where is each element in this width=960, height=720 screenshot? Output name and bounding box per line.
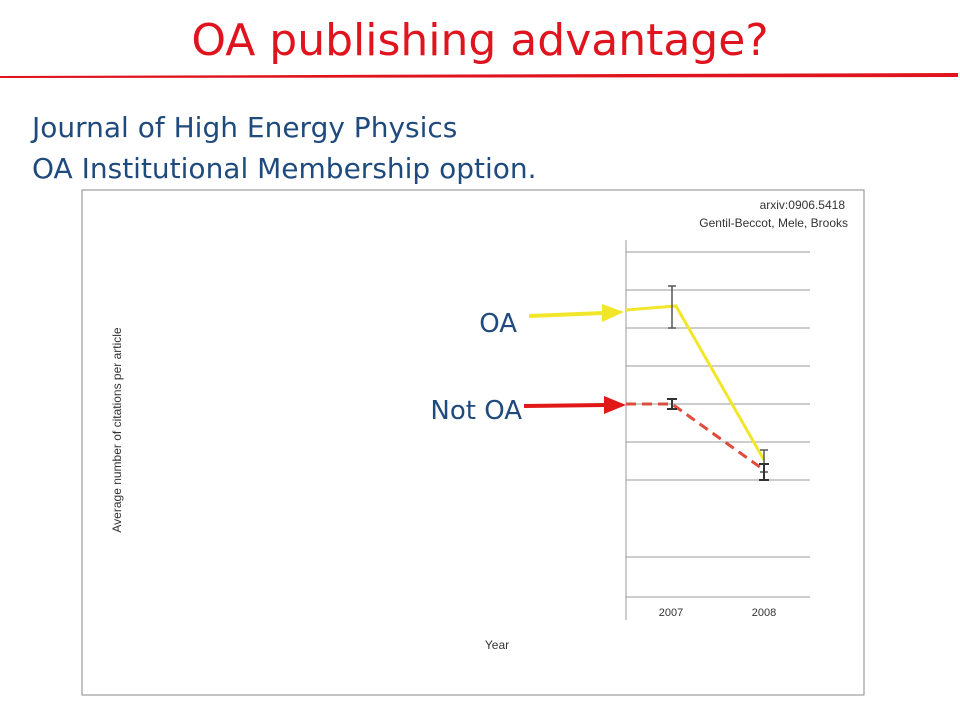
- oa-arrow: [528, 311, 605, 318]
- not-oa-arrowhead: [604, 396, 626, 414]
- subtitle-line: OA Institutional Membership option.: [32, 152, 537, 185]
- not-oa-line: [626, 402, 765, 472]
- x-tick-label: 2008: [752, 607, 776, 619]
- oa-line: [625, 304, 766, 461]
- plot-grid: [625, 240, 810, 620]
- figure-source: arxiv:0906.5418: [760, 198, 846, 212]
- x-tick-label: 2007: [659, 607, 683, 619]
- oa-label: OA: [479, 309, 517, 339]
- slide-title: OA publishing advantage?: [191, 15, 768, 66]
- error-bar: [667, 398, 769, 481]
- y-axis-label: Average number of citations per article: [110, 327, 124, 533]
- x-axis-label: Year: [485, 638, 509, 652]
- not-oa-label: Not OA: [430, 396, 522, 426]
- title-rule: [0, 73, 958, 78]
- figure: arxiv:0906.5418 Gentil-Beccot, Mele, Bro…: [81, 189, 865, 696]
- oa-arrowhead: [602, 304, 624, 322]
- figure-authors: Gentil-Beccot, Mele, Brooks: [699, 216, 848, 230]
- not-oa-arrow: [523, 403, 607, 408]
- subtitle-line: Journal of High Energy Physics: [30, 111, 457, 144]
- error-bar: [668, 285, 768, 473]
